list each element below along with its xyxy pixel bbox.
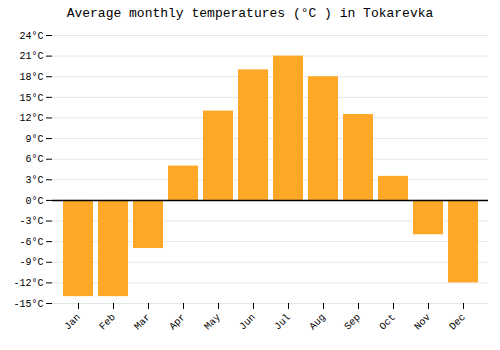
svg-text:-12°C: -12°C (13, 278, 43, 289)
svg-text:Jan: Jan (62, 312, 83, 333)
svg-text:Dec: Dec (447, 312, 468, 333)
svg-text:Feb: Feb (97, 312, 118, 333)
svg-text:18°C: 18°C (19, 72, 43, 83)
svg-text:Oct: Oct (377, 312, 398, 333)
svg-text:24°C: 24°C (19, 31, 43, 42)
svg-text:0°C: 0°C (25, 196, 43, 207)
svg-text:-15°C: -15°C (13, 299, 43, 310)
svg-text:-9°C: -9°C (19, 257, 43, 268)
svg-text:6°C: 6°C (25, 154, 43, 165)
svg-text:21°C: 21°C (19, 51, 43, 62)
svg-text:Sep: Sep (342, 312, 363, 333)
svg-text:9°C: 9°C (25, 134, 43, 145)
svg-text:May: May (202, 312, 223, 333)
svg-text:12°C: 12°C (19, 113, 43, 124)
svg-text:-3°C: -3°C (19, 216, 43, 227)
svg-text:-6°C: -6°C (19, 237, 43, 248)
svg-text:Jul: Jul (272, 312, 293, 333)
svg-text:15°C: 15°C (19, 93, 43, 104)
html-text:Average monthly temperatures (: Average monthly temperatures (°C ) in To… (66, 6, 434, 21)
svg-text:Nov: Nov (412, 312, 433, 333)
svg-text:Apr: Apr (167, 312, 188, 333)
svg-text:Jun: Jun (237, 312, 258, 333)
svg-text:3°C: 3°C (25, 175, 43, 186)
svg-text:Aug: Aug (307, 312, 328, 333)
svg-text:Mar: Mar (132, 312, 153, 333)
